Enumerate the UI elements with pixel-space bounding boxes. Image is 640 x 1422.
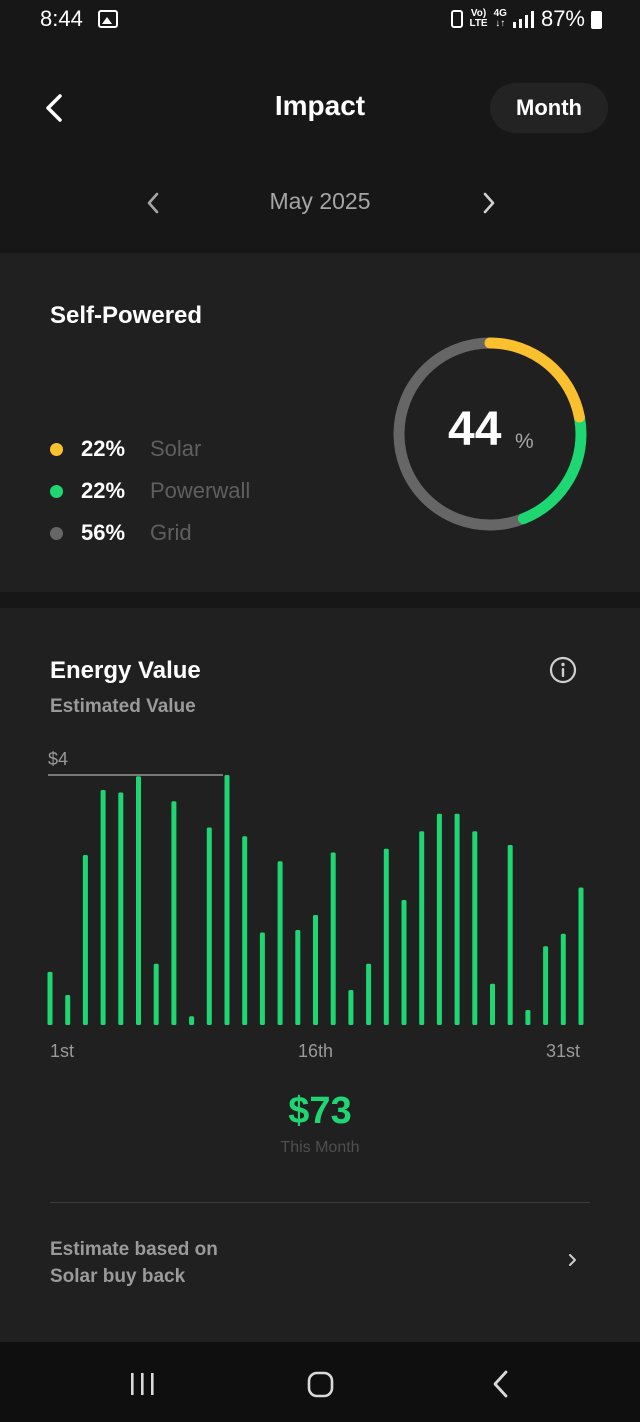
chart-bar bbox=[65, 995, 71, 1025]
energy-value-card bbox=[0, 608, 640, 1342]
x-tick-label: 1st bbox=[50, 1041, 74, 1061]
x-tick-label: 31st bbox=[546, 1041, 580, 1061]
next-period-button[interactable] bbox=[474, 186, 504, 220]
gallery-icon bbox=[98, 10, 118, 28]
legend-label: Grid bbox=[150, 520, 192, 545]
recent-apps-icon bbox=[131, 1373, 154, 1395]
chart-bar bbox=[366, 963, 372, 1025]
chart-bar bbox=[490, 983, 495, 1025]
back-button[interactable] bbox=[36, 88, 76, 128]
chart-bar bbox=[171, 801, 177, 1025]
chart-bar bbox=[82, 855, 88, 1025]
chart-bar bbox=[313, 915, 318, 1025]
chart-bar bbox=[383, 848, 389, 1025]
chart-bar bbox=[189, 1016, 195, 1025]
chart-bar bbox=[525, 1010, 531, 1025]
self-powered-card bbox=[0, 253, 640, 592]
home-icon bbox=[307, 1371, 334, 1398]
divider bbox=[50, 1202, 590, 1203]
footnote-line-2: Solar buy back bbox=[50, 1266, 186, 1287]
battery-saver-icon bbox=[451, 10, 464, 28]
chevron-right-icon bbox=[569, 1254, 576, 1266]
chart-bar bbox=[330, 852, 336, 1025]
month-total-value: $73 bbox=[288, 1090, 352, 1132]
powerwall-dot bbox=[50, 484, 63, 498]
volte-indicator: Vo) LTE bbox=[469, 9, 487, 29]
chart-bar bbox=[259, 932, 265, 1025]
chart-bar bbox=[153, 963, 159, 1025]
network-text: 4G bbox=[493, 8, 507, 19]
footnote-chevron[interactable] bbox=[564, 1250, 580, 1270]
chevron-left-icon bbox=[46, 94, 62, 122]
chart-bar bbox=[543, 946, 549, 1025]
self-powered-donut bbox=[393, 337, 587, 531]
x-tick-label: 16th bbox=[298, 1041, 333, 1061]
data-arrows-icon: ↓↑ bbox=[495, 18, 506, 29]
previous-period-button[interactable] bbox=[138, 186, 168, 220]
chart-bar bbox=[401, 900, 407, 1025]
energy-value-title: Energy Value bbox=[50, 657, 201, 684]
chart-bar bbox=[578, 887, 584, 1025]
chart-bar bbox=[436, 813, 442, 1025]
chart-bar bbox=[295, 930, 301, 1025]
status-bar: 8:44 Vo) LTE 4G ↓↑ 87% bbox=[0, 0, 640, 44]
chart-bar bbox=[560, 933, 566, 1025]
network-indicator: 4G ↓↑ bbox=[494, 9, 507, 29]
y-max-label: $4 bbox=[48, 749, 68, 769]
legend-value: 56% bbox=[81, 520, 126, 545]
system-nav-bar bbox=[0, 1342, 640, 1422]
volte-text: Vo) bbox=[470, 8, 487, 19]
legend-item-grid: 56% Grid bbox=[50, 520, 192, 546]
self-powered-percent: 44 bbox=[448, 403, 502, 456]
chart-bar bbox=[454, 813, 460, 1025]
estimate-basis-link[interactable]: Estimate based on Solar buy back bbox=[50, 1236, 218, 1290]
grid-dot bbox=[50, 526, 63, 540]
period-label: May 2025 bbox=[269, 188, 371, 214]
chart-bar bbox=[206, 827, 212, 1025]
info-button[interactable] bbox=[549, 656, 577, 684]
self-powered-title: Self-Powered bbox=[50, 302, 203, 329]
chart-bar bbox=[348, 990, 354, 1025]
footnote-line-1: Estimate based on bbox=[50, 1239, 218, 1260]
chart-bar bbox=[224, 775, 230, 1025]
chart-bar bbox=[118, 792, 124, 1025]
percent-sign: % bbox=[515, 430, 534, 453]
status-indicators: Vo) LTE 4G ↓↑ 87% bbox=[451, 6, 602, 32]
chart-bar bbox=[47, 971, 53, 1025]
status-time: 8:44 bbox=[40, 6, 83, 31]
legend-value: 22% bbox=[81, 478, 126, 503]
month-total-label: This Month bbox=[280, 1139, 360, 1156]
donut-segment-solar bbox=[393, 337, 587, 531]
chart-bar bbox=[419, 831, 425, 1025]
battery-icon bbox=[591, 11, 602, 29]
period-selector-button[interactable]: Month bbox=[490, 83, 608, 133]
energy-value-subtitle: Estimated Value bbox=[50, 696, 196, 717]
back-icon bbox=[493, 1370, 508, 1398]
legend-item-solar: 22% Solar bbox=[50, 436, 201, 462]
donut-segment-powerwall bbox=[393, 337, 587, 531]
chart-bar bbox=[242, 836, 248, 1025]
chevron-left-icon bbox=[147, 192, 159, 214]
energy-value-chart: $4 1st 16th 31st bbox=[47, 749, 584, 1061]
legend-label: Solar bbox=[150, 436, 202, 461]
page-title: Impact bbox=[274, 90, 366, 121]
solar-dot bbox=[50, 442, 63, 456]
legend-label: Powerwall bbox=[150, 478, 251, 503]
back-nav-button[interactable] bbox=[460, 1342, 540, 1422]
chevron-right-icon bbox=[483, 192, 495, 214]
chart-bar bbox=[277, 861, 283, 1025]
lte-text: LTE bbox=[469, 18, 488, 29]
chart-bar bbox=[100, 790, 106, 1025]
home-button[interactable] bbox=[280, 1342, 360, 1422]
recent-apps-button[interactable] bbox=[102, 1342, 182, 1422]
chart-bar bbox=[136, 776, 141, 1025]
legend-value: 22% bbox=[81, 436, 126, 461]
signal-icon bbox=[512, 11, 534, 28]
info-icon bbox=[549, 656, 577, 684]
battery-percent: 87% bbox=[540, 6, 585, 31]
chart-bar bbox=[507, 845, 513, 1025]
legend-item-powerwall: 22% Powerwall bbox=[50, 478, 250, 504]
chart-bar bbox=[472, 831, 478, 1025]
